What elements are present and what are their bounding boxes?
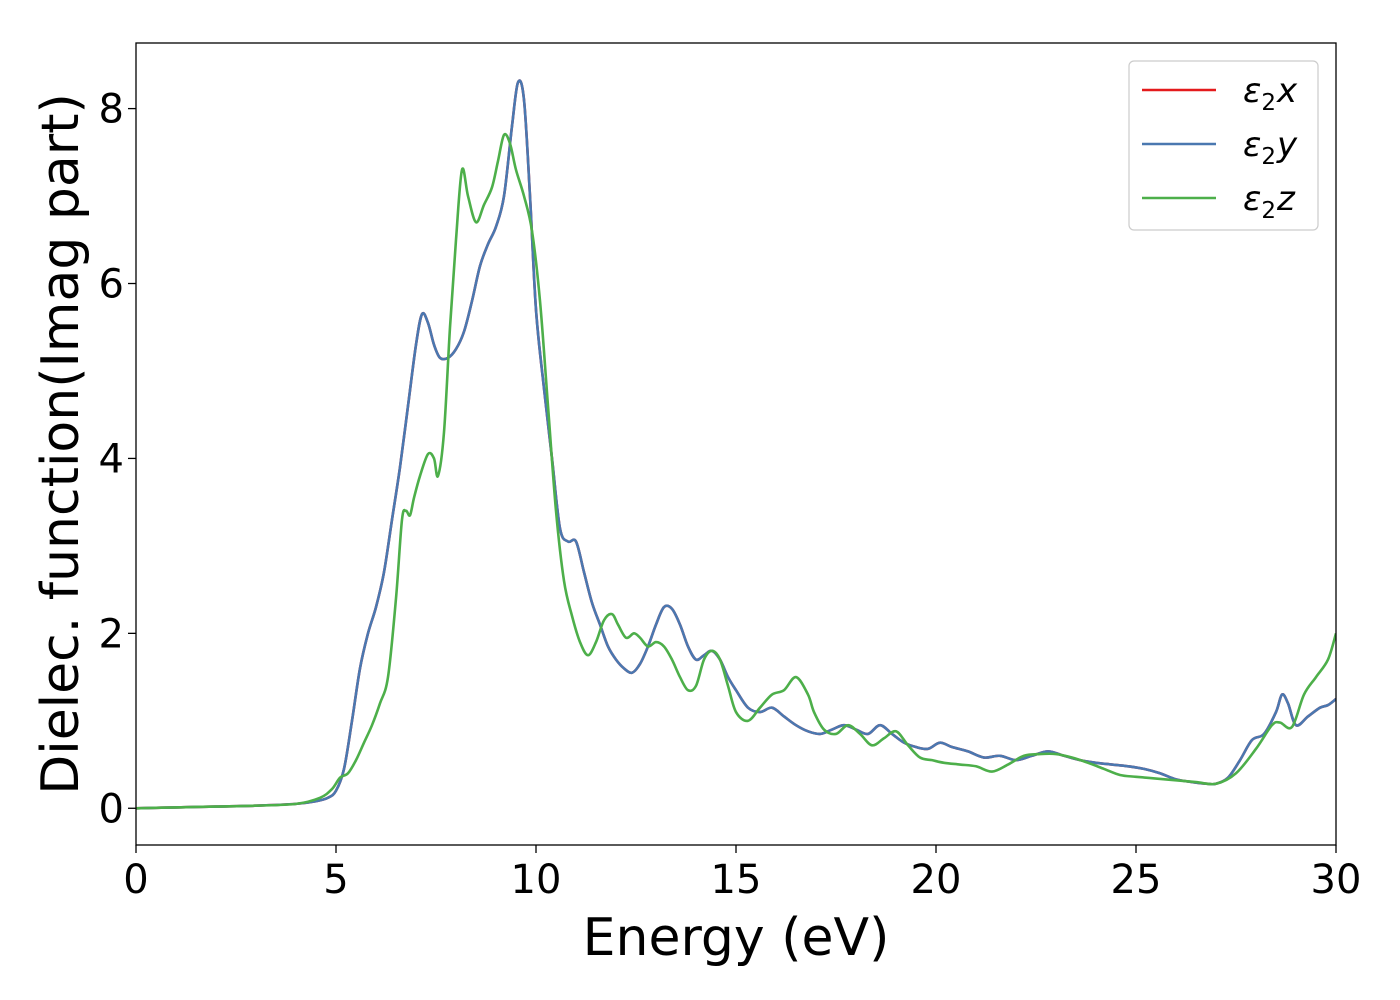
y-tick-label: 6 — [99, 262, 124, 308]
y-tick-label: 0 — [99, 786, 124, 832]
legend-label: ε2y — [1243, 125, 1298, 170]
legend-entries: ε2x ε2y ε2z — [1142, 71, 1298, 224]
y-axis-title: Dielec. function(Imag part) — [31, 93, 91, 795]
x-tick-label: 25 — [1111, 857, 1162, 903]
series-layer — [136, 79, 1336, 810]
legend-entry-z: ε2z — [1142, 179, 1296, 224]
legend-entry-x: ε2x — [1142, 71, 1298, 116]
x-tick-label: 0 — [123, 857, 148, 903]
x-tick-label: 10 — [511, 857, 562, 903]
series-line-z — [136, 132, 1336, 810]
x-tick-label: 5 — [323, 857, 348, 903]
legend-label: ε2x — [1243, 71, 1298, 116]
legend-entry-y: ε2y — [1142, 125, 1298, 170]
legend-label: ε2z — [1243, 179, 1296, 224]
y-tick-label: 2 — [99, 611, 124, 657]
x-tick-label: 20 — [911, 857, 962, 903]
x-axis-title: Energy (eV) — [583, 908, 890, 968]
y-tick-label: 8 — [99, 87, 124, 133]
series-line-y — [136, 79, 1336, 810]
y-tick-label: 4 — [99, 436, 124, 482]
x-tick-label: 15 — [711, 857, 762, 903]
x-tick-label: 30 — [1311, 857, 1362, 903]
legend: ε2x ε2y ε2z — [1128, 60, 1319, 231]
ticks-layer: 0 5 10 15 20 25 30 0 2 4 6 8 — [99, 87, 1362, 903]
legend-box — [1128, 60, 1319, 231]
